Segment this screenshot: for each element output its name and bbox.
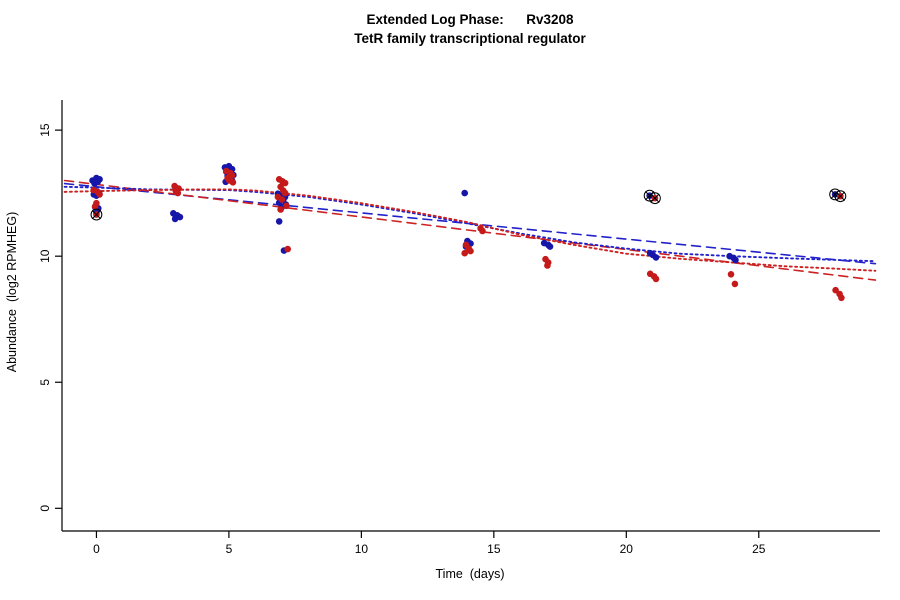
blue-data-point (652, 254, 660, 261)
x-tick-label: 0 (93, 542, 100, 556)
y-tick-label: 5 (38, 379, 52, 386)
y-tick-label: 15 (38, 123, 52, 137)
outlier-x-marker (650, 193, 660, 203)
red-data-point (461, 249, 469, 257)
red-data-point (91, 203, 99, 210)
x-tick-label: 20 (620, 542, 634, 556)
red-data-point (96, 191, 103, 198)
red-data-point (479, 227, 486, 235)
red-data-point (652, 275, 660, 283)
red-data-point (281, 179, 289, 187)
red-data-point (727, 271, 735, 278)
outlier-x-marker (91, 209, 102, 220)
red-data-point (731, 280, 739, 288)
red-data-point (174, 189, 182, 197)
chart-subtitle: TetR family transcriptional regulator (354, 31, 586, 46)
red-data-point (467, 247, 474, 255)
x-tick-label: 10 (355, 542, 369, 556)
red-dashed-fit (63, 179, 877, 281)
red-data-point (544, 262, 551, 269)
outlier-circle-marker (834, 190, 847, 203)
y-tick-label: 0 (38, 505, 52, 512)
y-tick-label: 10 (38, 249, 52, 263)
red-dotted-fit (63, 188, 877, 272)
x-axis-label: Time (days) (435, 567, 505, 581)
blue-data-point (546, 243, 554, 250)
blue-data-point (275, 218, 283, 225)
blue-data-point (91, 180, 98, 187)
blue-data-point (461, 189, 469, 197)
red-data-point (838, 294, 845, 302)
x-tick-label: 25 (752, 542, 766, 556)
y-axis-label: Abundance (log2 RPMHEG) (5, 211, 19, 373)
red-data-point (283, 202, 290, 210)
outlier-x-marker (835, 191, 846, 201)
red-data-point (284, 245, 292, 253)
outlier-circle-marker (90, 208, 103, 221)
blue-data-point (171, 215, 179, 223)
x-tick-label: 5 (226, 542, 233, 556)
outlier-circle-marker (649, 192, 661, 205)
blue-data-point (732, 256, 739, 264)
red-data-point (278, 196, 286, 203)
red-data-point (229, 179, 237, 186)
x-tick-label: 15 (487, 542, 501, 556)
red-data-point (281, 189, 289, 197)
red-data-point (277, 206, 284, 213)
chart-title: Extended Log Phase: Rv3208 (366, 12, 574, 27)
